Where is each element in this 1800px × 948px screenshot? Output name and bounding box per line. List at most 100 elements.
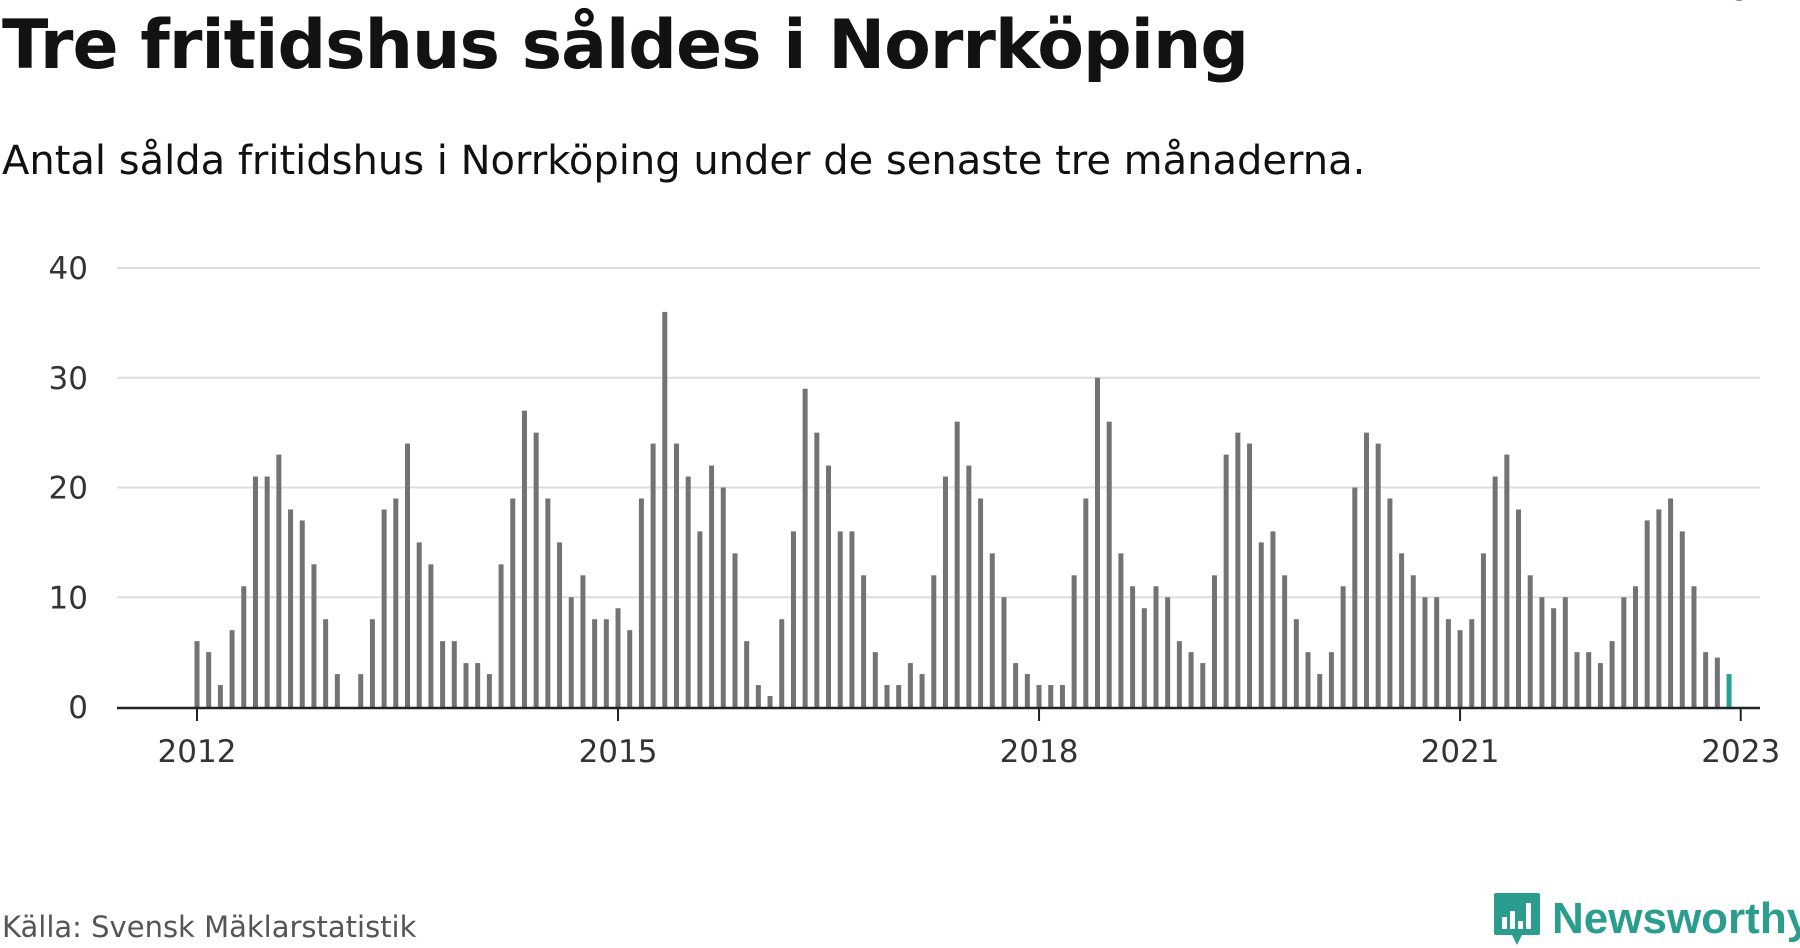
bar <box>826 465 832 707</box>
bar <box>837 531 843 707</box>
bar <box>697 531 703 707</box>
bar <box>486 674 492 707</box>
bar <box>323 619 329 707</box>
bar <box>1153 586 1159 707</box>
bar <box>1516 509 1522 707</box>
bar <box>1048 685 1054 707</box>
bar <box>545 498 551 707</box>
bar <box>1399 553 1405 707</box>
bar <box>1375 443 1381 707</box>
bar <box>732 553 738 707</box>
y-tick-label: 0 <box>68 690 88 726</box>
x-tick-label: 2012 <box>158 734 237 770</box>
chart-title: Tre fritidshus såldes i Norrköping <box>2 6 1249 85</box>
bar <box>475 663 481 707</box>
bar <box>1656 509 1662 707</box>
bar <box>1551 608 1557 707</box>
bar <box>1539 597 1545 707</box>
bar <box>393 498 399 707</box>
bar <box>884 685 890 707</box>
bar <box>1340 586 1346 707</box>
y-tick-label: 30 <box>49 361 88 397</box>
bar <box>1445 619 1451 707</box>
bar <box>1176 641 1182 707</box>
bar <box>802 388 808 707</box>
bar <box>861 575 867 707</box>
source-note: Källa: Svensk Mäklarstatistik <box>2 910 417 944</box>
bar <box>334 674 340 707</box>
bar <box>1422 597 1428 707</box>
bar <box>1644 520 1650 707</box>
bar <box>744 641 750 707</box>
bar <box>405 443 411 707</box>
bar <box>358 674 364 707</box>
bar <box>849 531 855 707</box>
x-axis: 2012 2015 2018 2021 2023 <box>158 708 1780 770</box>
y-tick-label: 20 <box>49 471 88 507</box>
bar <box>1059 685 1065 707</box>
bar <box>603 619 609 707</box>
bar <box>381 509 387 707</box>
bar <box>1106 421 1112 707</box>
bar <box>369 619 375 707</box>
x-tick-label: 2018 <box>1000 734 1079 770</box>
bar <box>580 575 586 707</box>
bar <box>1305 652 1311 708</box>
bar <box>966 465 972 707</box>
bar <box>229 630 235 707</box>
bar <box>1165 597 1171 707</box>
annotation-label: 3 <box>1731 0 1751 8</box>
bar <box>241 586 247 707</box>
bar <box>1504 454 1510 707</box>
bar <box>1434 597 1440 707</box>
bar <box>1001 597 1007 707</box>
y-tick-label: 10 <box>49 580 88 616</box>
bar <box>790 531 796 707</box>
bar <box>662 311 668 707</box>
bar <box>685 476 691 707</box>
bar <box>1211 575 1217 707</box>
bar <box>1223 454 1229 707</box>
bar <box>440 641 446 707</box>
bar <box>1352 487 1358 707</box>
bar <box>872 652 878 708</box>
bar <box>627 630 633 707</box>
bar <box>1095 377 1101 707</box>
bar <box>252 476 258 707</box>
bar <box>194 641 200 707</box>
bar <box>814 432 820 708</box>
bar <box>1071 575 1077 707</box>
newsworthy-logo-text: Newsworthy <box>1552 894 1800 943</box>
y-axis: 0 10 20 30 40 <box>49 251 88 726</box>
chart-subtitle: Antal sålda fritidshus i Norrköping unde… <box>2 138 1366 184</box>
annotation: 3 <box>1731 0 1751 8</box>
bar <box>299 520 305 707</box>
bar <box>615 608 621 707</box>
x-tick-label: 2015 <box>579 734 658 770</box>
bar <box>954 421 960 707</box>
bar <box>942 476 948 707</box>
bar <box>767 696 773 707</box>
bar <box>1609 641 1615 707</box>
bar <box>1364 432 1369 708</box>
x-tick-label: 2021 <box>1421 734 1500 770</box>
bar-chart: 0 10 20 30 40 2012 2015 2018 2021 2023 3 <box>49 0 1781 770</box>
bar <box>1118 553 1124 707</box>
bar <box>1387 498 1393 707</box>
bar <box>919 674 925 707</box>
bar <box>674 443 679 707</box>
bar <box>1130 586 1136 707</box>
bar <box>1247 443 1253 707</box>
bar <box>755 685 761 707</box>
bar <box>428 564 434 707</box>
bar <box>1562 597 1568 707</box>
bar <box>1282 575 1288 707</box>
bar <box>416 542 422 708</box>
bar <box>1036 685 1042 707</box>
bar <box>1621 597 1627 707</box>
bar <box>896 685 902 707</box>
bar <box>206 652 212 708</box>
bar <box>1691 586 1697 707</box>
bar <box>1270 531 1276 707</box>
bar <box>1527 575 1533 707</box>
